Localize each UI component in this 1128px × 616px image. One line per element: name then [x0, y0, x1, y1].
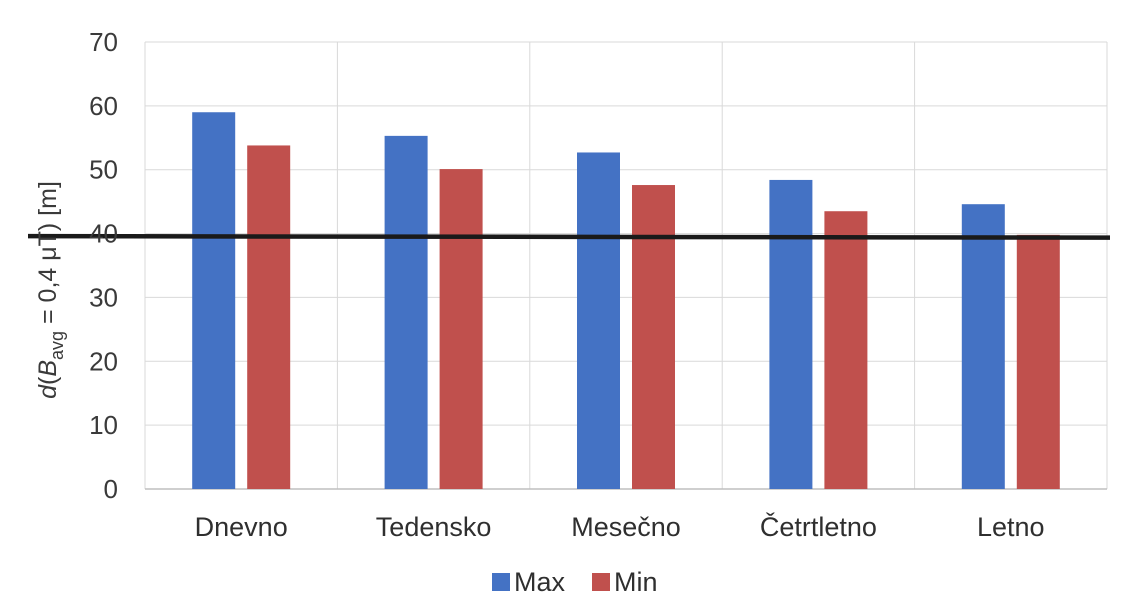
y-tick-label: 10 — [89, 410, 118, 440]
y-axis-label-sub: avg — [47, 331, 67, 360]
bar-min — [247, 145, 291, 489]
y-axis-label: d(Bavg = 0,4 μT) [m] — [34, 181, 67, 399]
bar-max — [961, 204, 1005, 489]
y-axis-label-d: d — [34, 384, 62, 399]
grid-lines — [144, 41, 1108, 490]
bar-min — [439, 169, 483, 489]
legend-label-max: Max — [514, 567, 566, 597]
y-axis-label-rest: = 0,4 μT) [m] — [34, 181, 62, 331]
bars-group — [192, 112, 1060, 490]
x-category-label: Četrtletno — [760, 511, 877, 542]
y-tick-label: 20 — [89, 346, 118, 376]
y-tick-label: 0 — [104, 474, 118, 504]
legend-label-min: Min — [614, 567, 658, 597]
bar-max — [384, 135, 428, 489]
y-axis-label-b: B — [34, 360, 62, 377]
bar-max — [577, 152, 620, 490]
y-tick-label: 30 — [89, 282, 118, 312]
legend-swatch-max — [492, 573, 510, 591]
x-category-label: Mesečno — [571, 512, 681, 542]
y-tick-label: 70 — [89, 27, 118, 57]
bar-max — [769, 179, 813, 489]
x-category-label: Tedensko — [376, 512, 492, 542]
y-tick-labels: 0 10 20 30 40 50 60 70 — [89, 27, 118, 504]
y-tick-label: 50 — [89, 155, 118, 185]
y-axis-label-paren: ( — [34, 376, 62, 385]
bar-min — [632, 185, 675, 490]
x-category-labels: Dnevno Tedensko Mesečno Četrtletno Letno — [195, 511, 1045, 542]
y-tick-label: 40 — [89, 219, 118, 249]
reference-line-group — [27, 233, 1111, 240]
x-category-label: Letno — [977, 512, 1045, 542]
bar-max — [192, 112, 236, 489]
legend: Max Min — [492, 567, 658, 597]
legend-swatch-min — [592, 573, 610, 591]
x-category-label: Dnevno — [195, 512, 288, 542]
bar-min — [824, 211, 868, 489]
y-tick-label: 60 — [89, 91, 118, 121]
bar-min — [1016, 234, 1060, 489]
reference-line — [27, 233, 1111, 240]
